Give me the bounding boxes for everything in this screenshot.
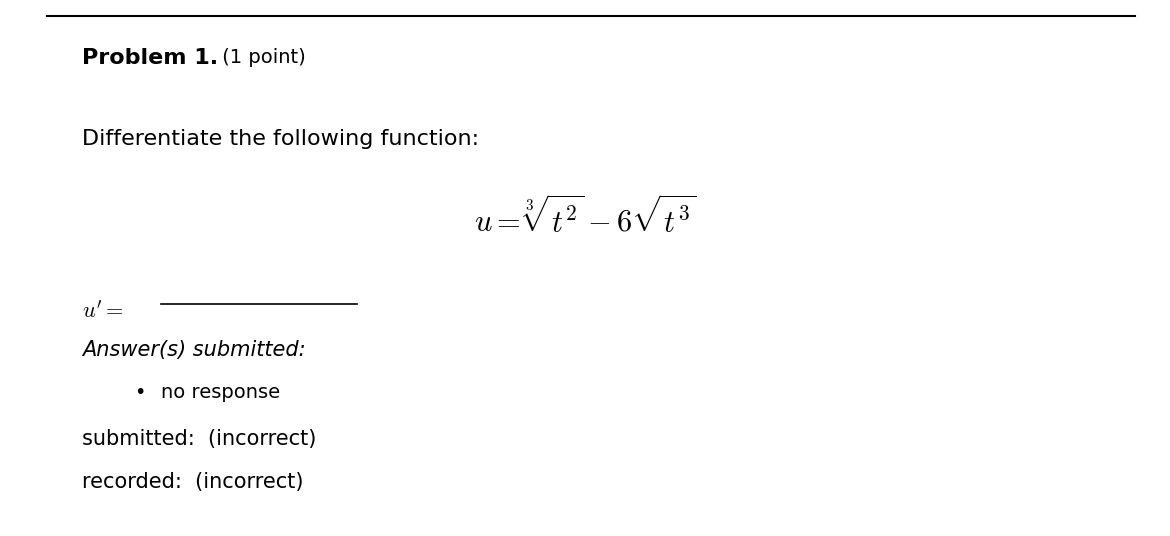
Text: recorded:  (incorrect): recorded: (incorrect) bbox=[82, 472, 303, 492]
Text: $u = \sqrt[3]{t^2} - 6\sqrt{t^3}$: $u = \sqrt[3]{t^2} - 6\sqrt{t^3}$ bbox=[474, 196, 696, 237]
Text: Problem 1.: Problem 1. bbox=[82, 48, 218, 68]
Text: (1 point): (1 point) bbox=[216, 48, 307, 67]
Text: Answer(s) submitted:: Answer(s) submitted: bbox=[82, 340, 305, 360]
Text: $u' =$: $u' =$ bbox=[82, 300, 124, 322]
Text: •: • bbox=[135, 383, 146, 402]
Text: Differentiate the following function:: Differentiate the following function: bbox=[82, 129, 479, 148]
Text: no response: no response bbox=[161, 383, 281, 402]
Text: submitted:  (incorrect): submitted: (incorrect) bbox=[82, 429, 316, 449]
